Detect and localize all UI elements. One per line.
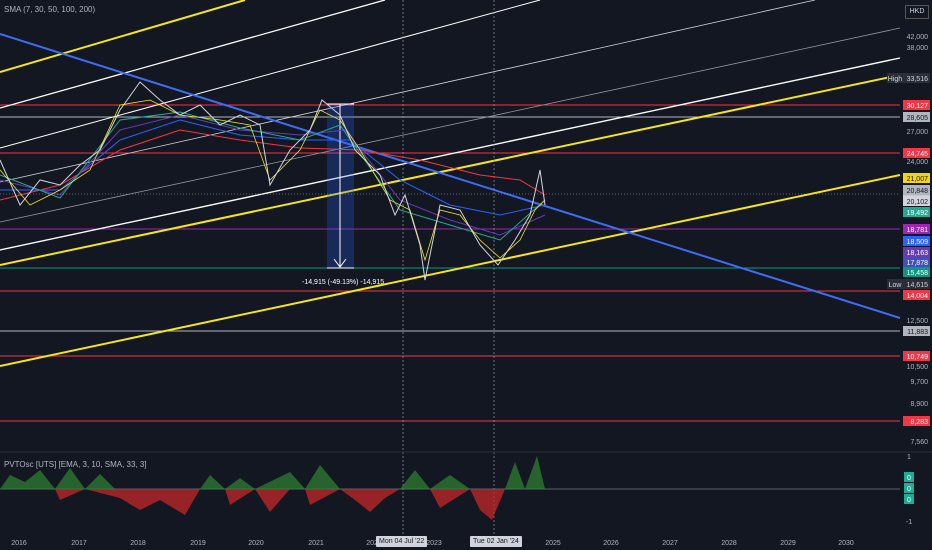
time-label: 2028 xyxy=(721,540,737,547)
price-label: 20,102 xyxy=(903,196,930,206)
sma-200 xyxy=(0,130,545,200)
price-label: 30,127 xyxy=(903,100,930,110)
osc-negative xyxy=(0,489,505,520)
price-tick: 9,700 xyxy=(910,379,928,386)
price-label: 18,781 xyxy=(903,224,930,234)
white-channel-3 xyxy=(0,0,815,182)
price-label-text: 24,745 xyxy=(907,151,929,158)
time-label: 2021 xyxy=(308,540,324,547)
price-label-text: 18,781 xyxy=(907,227,929,234)
blue-downtrend xyxy=(0,34,900,318)
price-label: 18,509 xyxy=(903,236,930,246)
time-label: 2027 xyxy=(662,540,678,547)
price-label: 17,878 xyxy=(903,257,930,267)
price-label: 28,605 xyxy=(903,112,930,122)
price-label-text: 17,878 xyxy=(907,260,929,267)
price-tick: 12,500 xyxy=(907,318,929,325)
time-label: 2018 xyxy=(130,540,146,547)
price-tick: 38,000 xyxy=(907,45,929,52)
price-label: 21,007 xyxy=(903,173,930,183)
sma-indicator-label[interactable]: SMA (7, 30, 50, 100, 200) xyxy=(4,5,95,14)
price-tick: 27,000 xyxy=(907,129,929,136)
osc-value: 0 xyxy=(907,497,911,504)
oscillator-scale: 1 0 0 0 -1 xyxy=(904,454,914,526)
time-label: 2020 xyxy=(248,540,264,547)
time-label: 2025 xyxy=(545,540,561,547)
price-tick: 10,500 xyxy=(907,364,929,371)
white-channel-4 xyxy=(0,28,900,222)
price-tick: 42,000 xyxy=(907,34,929,41)
price-label-text: 20,102 xyxy=(907,199,929,206)
white-channel-2 xyxy=(0,0,540,148)
price-label: 10,749 xyxy=(903,351,930,361)
cursor-time-tag-left: Mon 04 Jul '22 xyxy=(376,536,427,547)
price-label-text: 11,883 xyxy=(907,329,928,336)
price-label-text: 20,848 xyxy=(907,188,929,195)
price-label: 14,615 Low xyxy=(887,279,930,289)
price-label-prefix: High xyxy=(888,76,903,83)
osc-value: -1 xyxy=(906,519,912,526)
measure-label: -14,915 (-49.13%) -14,915 xyxy=(302,279,384,286)
horizontal-levels xyxy=(0,105,900,421)
price-label: 8,283 xyxy=(903,416,930,426)
osc-value: 0 xyxy=(907,486,911,493)
price-label-text: 19,492 xyxy=(907,210,929,217)
osc-value: 1 xyxy=(907,454,911,461)
oscillator-label[interactable]: PVTOsc [UTS] [EMA, 3, 10, SMA, 33, 3] xyxy=(4,460,147,469)
time-label: 2029 xyxy=(780,540,796,547)
sma-30 xyxy=(0,112,545,240)
price-label: 15,458 xyxy=(903,267,930,277)
trend-lines xyxy=(0,0,900,366)
osc-value: 0 xyxy=(907,475,911,482)
price-label-prefix: Low xyxy=(889,282,903,289)
time-label: 2017 xyxy=(71,540,87,547)
price-label: 20,848 xyxy=(903,185,930,195)
currency-badge[interactable]: HKD xyxy=(905,5,929,19)
cursor-time-tag-right: Tue 02 Jan '24 xyxy=(470,536,522,547)
price-label-text: 30,127 xyxy=(907,103,929,110)
price-label-text: 15,458 xyxy=(907,270,929,277)
price-tick: 8,900 xyxy=(910,401,928,408)
price-label-text: 28,605 xyxy=(907,115,929,122)
yellow-channel-low xyxy=(0,175,900,366)
time-axis: 2016201720182019202020212022202320242025… xyxy=(11,540,854,547)
price-label: 19,492 xyxy=(903,207,930,217)
price-label: 11,883 xyxy=(903,326,930,336)
price-label-text: 10,749 xyxy=(907,354,929,361)
price-label-text: 18,509 xyxy=(907,239,929,246)
price-label-text: 14,615 xyxy=(907,282,929,289)
price-label: 14,004 xyxy=(903,290,930,300)
white-channel-5 xyxy=(0,58,900,250)
price-label-text: 18,163 xyxy=(907,250,929,257)
price-tick: 7,560 xyxy=(910,439,928,446)
time-label: 2026 xyxy=(603,540,619,547)
time-label: 2023 xyxy=(426,540,442,547)
price-label-text: 21,007 xyxy=(907,176,929,183)
price-label-text: 33,516 xyxy=(907,76,929,83)
price-tick: 24,000 xyxy=(907,159,929,166)
price-label-text: 8,283 xyxy=(910,419,928,426)
price-label: 18,163 xyxy=(903,247,930,257)
sma-50 xyxy=(0,115,545,235)
time-label: 2016 xyxy=(11,540,27,547)
price-label: 33,516 High xyxy=(887,73,930,83)
yellow-channel-mid xyxy=(0,75,900,265)
time-label: 2019 xyxy=(190,540,206,547)
price-label-text: 14,004 xyxy=(907,293,929,300)
price-label: 24,745 xyxy=(903,148,930,158)
time-label: 2030 xyxy=(838,540,854,547)
